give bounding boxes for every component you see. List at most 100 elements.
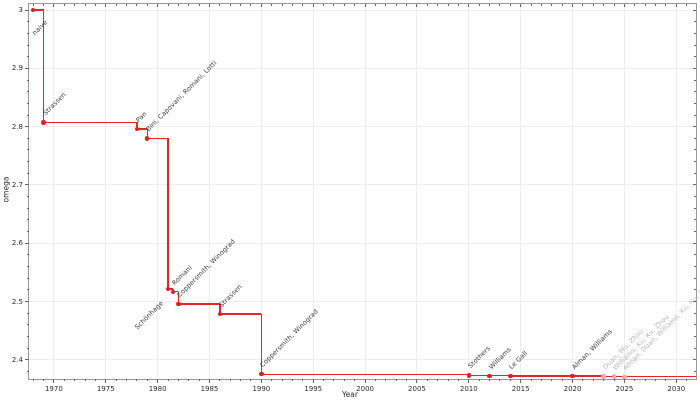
grid-line-horizontal — [29, 126, 696, 128]
x-minor-tick-top — [94, 4, 96, 6]
step-segment-horizontal — [603, 375, 615, 378]
data-point-marker — [145, 136, 150, 141]
x-major-tick-top — [623, 4, 625, 7]
data-point-label: Williams, Xu, Xu, Zhou — [611, 312, 671, 372]
grid-line-vertical — [312, 4, 314, 379]
x-major-tick-top — [364, 4, 366, 7]
y-minor-tick-right — [694, 266, 696, 268]
x-major-tick — [53, 379, 55, 383]
x-minor-tick-top — [551, 4, 553, 6]
y-minor-tick-right — [694, 56, 696, 58]
y-major-tick-right — [693, 184, 696, 186]
x-major-tick-top — [312, 4, 314, 7]
grid-line-horizontal — [29, 359, 696, 361]
x-minor-tick-top — [478, 4, 480, 6]
x-minor-tick-top — [447, 4, 449, 6]
x-major-tick-top — [157, 4, 159, 7]
y-minor-tick — [26, 266, 29, 268]
x-minor-tick — [499, 379, 501, 382]
step-segment-horizontal — [168, 288, 174, 290]
x-minor-tick-top — [240, 4, 242, 6]
x-minor-tick-top — [406, 4, 408, 6]
y-minor-tick — [26, 44, 29, 46]
y-minor-tick-right — [694, 161, 696, 163]
x-minor-tick — [509, 379, 511, 382]
x-minor-tick — [281, 379, 283, 382]
x-minor-tick — [354, 379, 356, 382]
x-minor-tick — [94, 379, 96, 382]
y-minor-tick — [26, 254, 29, 256]
x-minor-tick — [655, 379, 657, 382]
grid-line-vertical — [623, 4, 625, 379]
x-minor-tick — [323, 379, 325, 382]
x-minor-tick — [385, 379, 387, 382]
x-minor-tick — [374, 379, 376, 382]
x-tick-label: 1985 — [200, 385, 219, 393]
x-minor-tick-top — [188, 4, 190, 6]
x-major-tick — [675, 379, 677, 383]
data-point-marker — [622, 374, 627, 379]
x-major-tick-top — [675, 4, 677, 7]
step-segment-horizontal — [178, 303, 220, 305]
x-major-tick-top — [416, 4, 418, 7]
x-major-tick-top — [208, 4, 210, 7]
y-minor-tick-right — [694, 312, 696, 314]
x-minor-tick-top — [613, 4, 615, 6]
x-minor-tick — [343, 379, 345, 382]
x-minor-tick — [115, 379, 117, 382]
step-segment-horizontal — [219, 313, 262, 315]
y-minor-tick-right — [694, 79, 696, 81]
step-segment-horizontal — [468, 374, 490, 377]
x-minor-tick — [592, 379, 594, 382]
x-minor-tick-top — [32, 4, 34, 6]
data-point-label: naive — [30, 18, 50, 37]
x-minor-tick-top — [250, 4, 252, 6]
x-minor-tick — [198, 379, 200, 382]
x-major-tick-top — [53, 4, 55, 7]
y-minor-tick-right — [694, 21, 696, 23]
step-segment-horizontal — [489, 375, 511, 377]
x-minor-tick — [644, 379, 646, 382]
step-segment-horizontal — [261, 373, 469, 375]
data-point-marker — [611, 374, 617, 379]
grid-line-vertical — [416, 4, 418, 379]
y-tick-label: 2.4 — [11, 355, 23, 364]
y-minor-tick-right — [694, 231, 696, 233]
y-minor-tick-right — [694, 371, 696, 373]
y-major-tick — [25, 126, 29, 128]
x-minor-tick-top — [115, 4, 117, 6]
y-major-tick-right — [693, 359, 696, 361]
y-minor-tick — [26, 277, 29, 279]
grid-line-horizontal — [29, 67, 696, 69]
x-minor-tick-top — [426, 4, 428, 6]
data-point-marker — [176, 301, 181, 307]
x-tick-label: 1980 — [148, 385, 167, 393]
data-point-marker — [508, 373, 513, 378]
data-point-marker — [134, 126, 140, 132]
step-segment-horizontal — [572, 375, 604, 377]
y-minor-tick-right — [694, 277, 696, 279]
step-segment-horizontal — [624, 376, 696, 378]
y-major-tick — [25, 184, 29, 186]
data-point-marker — [30, 7, 36, 13]
x-minor-tick — [551, 379, 553, 382]
x-minor-tick-top — [499, 4, 501, 6]
x-tick-label: 2000 — [356, 385, 374, 393]
x-major-tick — [520, 379, 522, 383]
x-major-tick-top — [572, 4, 574, 7]
x-minor-tick-top — [43, 4, 45, 6]
x-minor-tick-top — [136, 4, 138, 6]
step-segment-vertical — [219, 303, 221, 315]
y-major-tick — [25, 242, 29, 244]
x-minor-tick-top — [655, 4, 657, 6]
y-minor-tick — [26, 196, 29, 198]
x-major-tick — [572, 379, 574, 383]
y-minor-tick — [26, 289, 29, 291]
x-minor-tick — [582, 379, 584, 382]
x-minor-tick-top — [385, 4, 387, 6]
data-point-marker — [487, 373, 492, 378]
data-point-marker — [466, 373, 472, 378]
y-minor-tick-right — [694, 137, 696, 139]
y-major-tick-right — [693, 242, 696, 244]
